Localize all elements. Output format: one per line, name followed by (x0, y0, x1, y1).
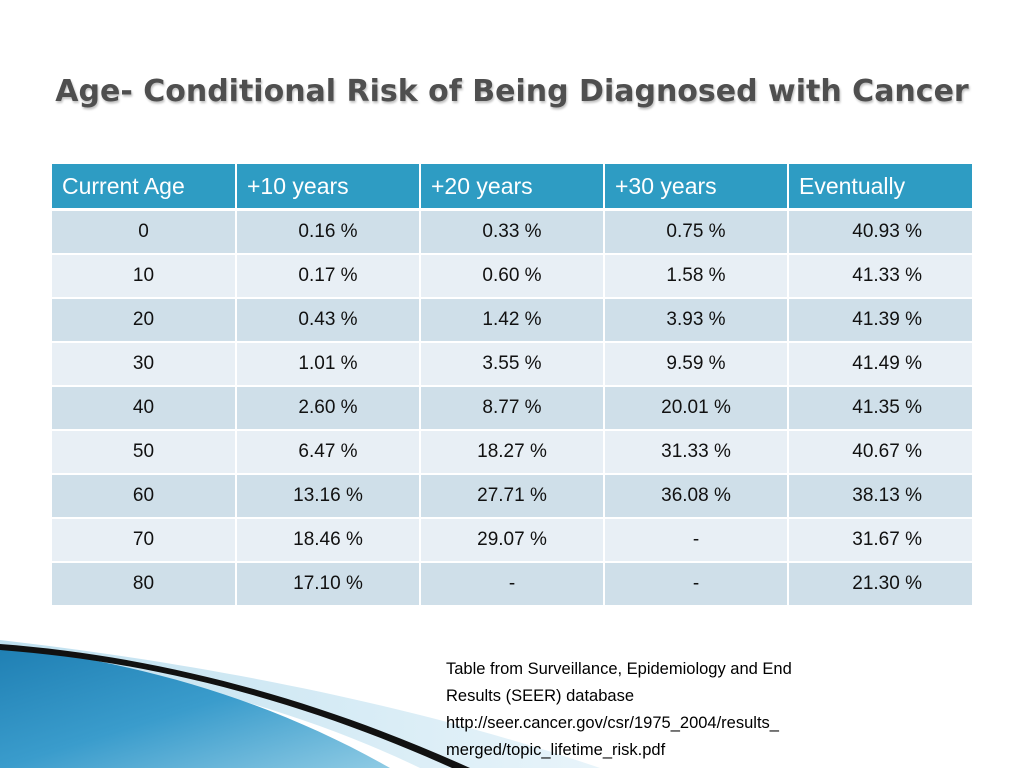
cell-plus-20: 0.33 % (420, 209, 605, 255)
cell-plus-30: 31.33 % (604, 430, 789, 475)
risk-table: Current Age +10 years +20 years +30 year… (52, 164, 972, 607)
table-row: 70 18.46 % 29.07 % - 31.67 % (52, 518, 972, 563)
cell-plus-20: 8.77 % (420, 386, 605, 431)
table-row: 50 6.47 % 18.27 % 31.33 % 40.67 % (52, 430, 972, 475)
table-row: 0 0.16 % 0.33 % 0.75 % 40.93 % (52, 209, 972, 255)
cell-age: 60 (52, 474, 237, 519)
table-row: 40 2.60 % 8.77 % 20.01 % 41.35 % (52, 386, 972, 431)
cell-age: 80 (52, 562, 237, 607)
cell-eventually: 21.30 % (788, 562, 972, 607)
cell-age: 50 (52, 430, 237, 475)
cell-plus-20: 18.27 % (420, 430, 605, 475)
cell-plus-20: - (420, 562, 605, 607)
header-current-age: Current Age (52, 164, 237, 211)
source-note: Table from Surveillance, Epidemiology an… (446, 656, 896, 764)
cell-age: 20 (52, 298, 237, 343)
cell-plus-10: 18.46 % (236, 518, 421, 563)
header-plus-30: +30 years (604, 164, 789, 211)
cell-plus-10: 0.17 % (236, 254, 421, 299)
table-row: 20 0.43 % 1.42 % 3.93 % 41.39 % (52, 298, 972, 343)
cell-plus-20: 0.60 % (420, 254, 605, 299)
source-url-line: merged/topic_lifetime_risk.pdf (446, 741, 666, 759)
cell-eventually: 40.67 % (788, 430, 972, 475)
cell-age: 0 (52, 209, 237, 255)
table-row: 60 13.16 % 27.71 % 36.08 % 38.13 % (52, 474, 972, 519)
header-eventually: Eventually (788, 164, 972, 211)
cell-eventually: 38.13 % (788, 474, 972, 519)
cell-plus-20: 29.07 % (420, 518, 605, 563)
wave-blue-band (0, 646, 390, 768)
cell-plus-30: 20.01 % (604, 386, 789, 431)
cell-plus-30: 3.93 % (604, 298, 789, 343)
table-row: 30 1.01 % 3.55 % 9.59 % 41.49 % (52, 342, 972, 387)
cell-plus-30: - (604, 518, 789, 563)
cell-plus-30: 1.58 % (604, 254, 789, 299)
cell-plus-20: 3.55 % (420, 342, 605, 387)
decorative-wave (0, 640, 600, 768)
cell-age: 10 (52, 254, 237, 299)
cell-plus-20: 1.42 % (420, 298, 605, 343)
cell-plus-30: 0.75 % (604, 209, 789, 255)
cell-eventually: 41.35 % (788, 386, 972, 431)
header-plus-10: +10 years (236, 164, 421, 211)
cell-age: 70 (52, 518, 237, 563)
cell-plus-10: 13.16 % (236, 474, 421, 519)
source-url-line: http://seer.cancer.gov/csr/1975_2004/res… (446, 714, 779, 732)
cell-eventually: 41.39 % (788, 298, 972, 343)
cell-plus-10: 6.47 % (236, 430, 421, 475)
cell-plus-10: 2.60 % (236, 386, 421, 431)
cell-age: 30 (52, 342, 237, 387)
header-plus-20: +20 years (420, 164, 605, 211)
cell-age: 40 (52, 386, 237, 431)
cell-plus-10: 0.16 % (236, 209, 421, 255)
cell-plus-20: 27.71 % (420, 474, 605, 519)
source-line: Table from Surveillance, Epidemiology an… (446, 660, 792, 678)
cell-plus-30: - (604, 562, 789, 607)
cell-plus-10: 1.01 % (236, 342, 421, 387)
cell-eventually: 40.93 % (788, 209, 972, 255)
slide-title: Age- Conditional Risk of Being Diagnosed… (55, 74, 969, 109)
cell-plus-10: 0.43 % (236, 298, 421, 343)
cell-eventually: 31.67 % (788, 518, 972, 563)
cell-plus-10: 17.10 % (236, 562, 421, 607)
cell-eventually: 41.33 % (788, 254, 972, 299)
cell-plus-30: 9.59 % (604, 342, 789, 387)
cell-plus-30: 36.08 % (604, 474, 789, 519)
table-row: 10 0.17 % 0.60 % 1.58 % 41.33 % (52, 254, 972, 299)
cell-eventually: 41.49 % (788, 342, 972, 387)
table-row: 80 17.10 % - - 21.30 % (52, 562, 972, 607)
source-line: Results (SEER) database (446, 687, 635, 705)
header-row: Current Age +10 years +20 years +30 year… (52, 164, 972, 211)
